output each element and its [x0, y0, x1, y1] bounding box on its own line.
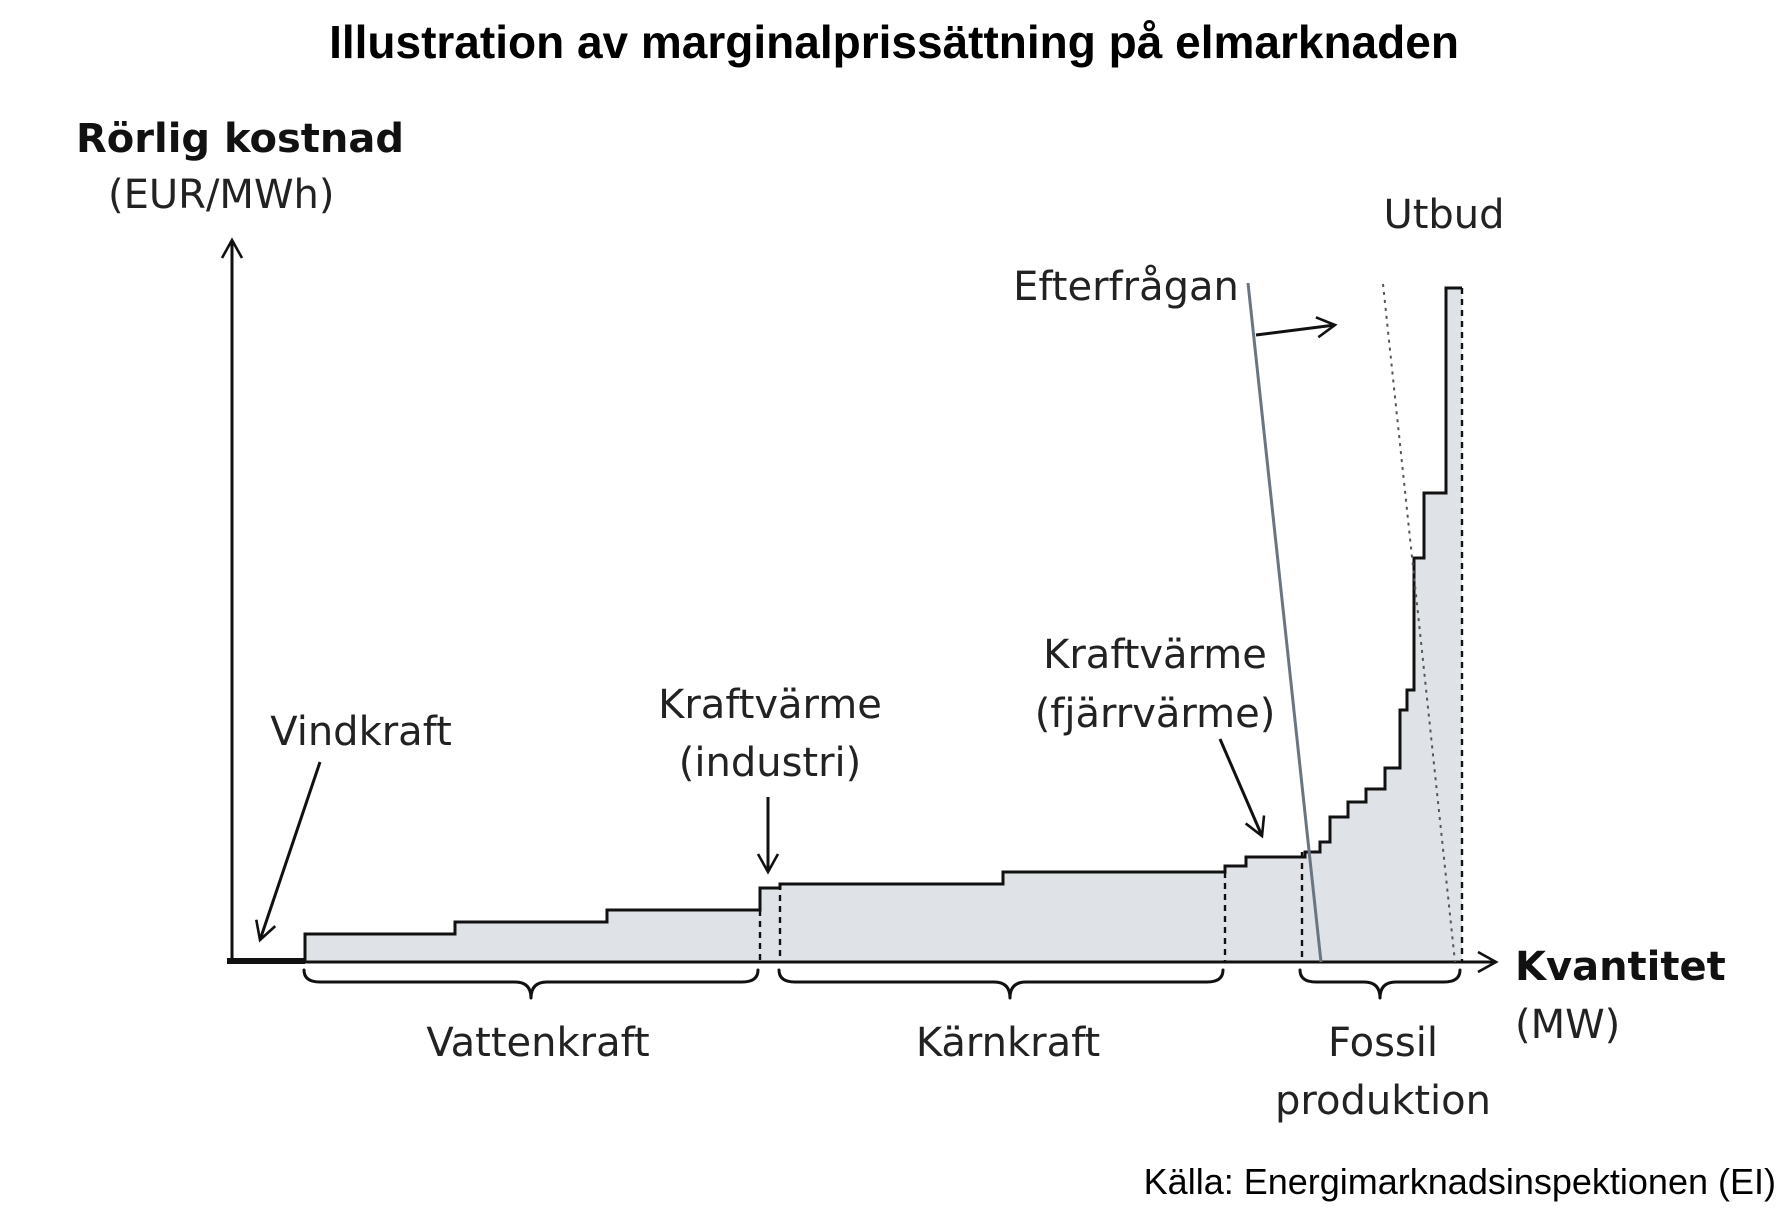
brace-vattenkraft — [302, 968, 760, 1000]
kraftvarme-industri-label-1: Kraftvärme — [658, 682, 882, 728]
karnkraft-label: Kärnkraft — [916, 1020, 1100, 1066]
brace-karnkraft — [777, 968, 1225, 1000]
shifted-supply-line — [1382, 283, 1456, 963]
kraftvarme-industri-label-2: (industri) — [679, 740, 862, 786]
vattenkraft-label: Vattenkraft — [426, 1020, 649, 1066]
diagram-title: Illustration av marginalprissättning på … — [329, 16, 1459, 68]
fossil-label-1: Fossil — [1328, 1020, 1438, 1066]
segment-separators — [758, 288, 1464, 962]
demand-curve — [1246, 282, 1323, 963]
efterfragan-label: Efterfrågan — [1013, 264, 1239, 310]
supply-area — [305, 288, 1462, 961]
supply-curve — [227, 286, 1462, 963]
y-axis-label: Rörlig kostnad — [76, 116, 404, 162]
fossil-label-2: produktion — [1275, 1078, 1491, 1124]
kraftvarme-fjarr-label-2: (fjärrvärme) — [1035, 691, 1276, 737]
kraftvarme-fjarr-arrow — [1218, 738, 1266, 839]
vindkraft-label: Vindkraft — [270, 709, 452, 755]
brace-fossil — [1298, 968, 1462, 1000]
x-axis-label: Kvantitet — [1515, 944, 1726, 990]
x-axis-unit: (MW) — [1515, 1002, 1620, 1048]
group-braces — [302, 968, 1462, 1000]
vindkraft-arrow — [254, 761, 322, 943]
demand-shift-arrow — [1255, 316, 1338, 339]
utbud-label: Utbud — [1383, 192, 1504, 238]
kraftvarme-fjarr-label-1: Kraftvärme — [1043, 632, 1267, 678]
source-note: Källa: Energimarknadsinspektionen (EI) — [1144, 1161, 1776, 1202]
y-axis-unit: (EUR/MWh) — [108, 172, 334, 218]
